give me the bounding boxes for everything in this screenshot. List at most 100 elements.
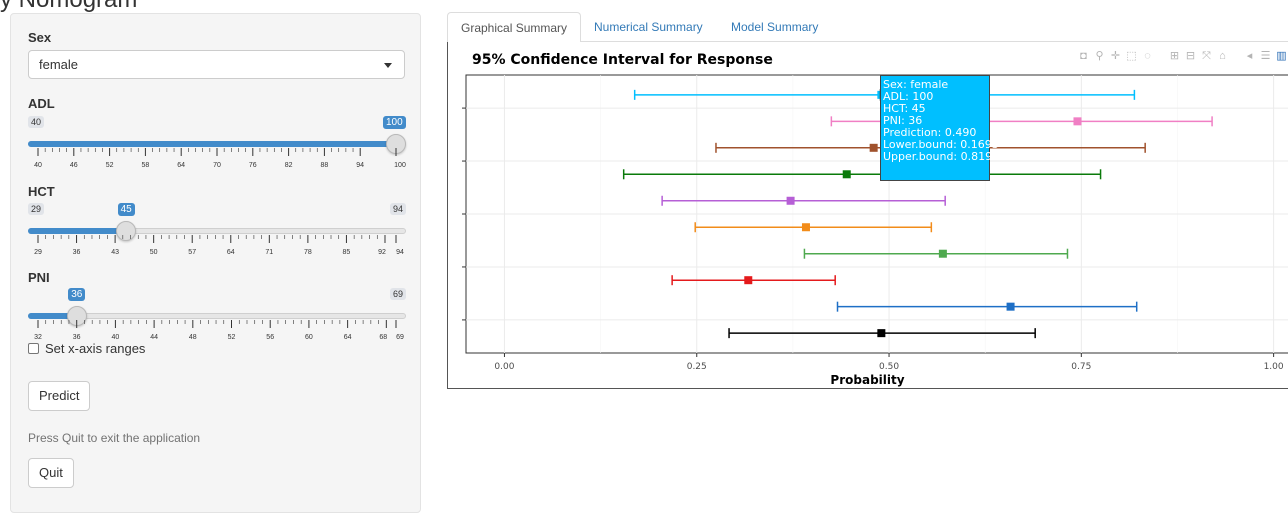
pni-slider-grid: 32 36 40 44 48 52 56 60 64 68 69 bbox=[28, 320, 406, 354]
adl-slider-fill bbox=[28, 141, 396, 147]
adl-tick-label: 70 bbox=[213, 162, 221, 169]
ci-point bbox=[869, 143, 878, 152]
tooltip-line: ADL: 100 bbox=[883, 90, 934, 103]
quit-button[interactable]: Quit bbox=[28, 458, 74, 488]
sidebar-panel: Sex female ADL 40 100 40 46 52 58 64 70 76 82 88 94… bbox=[10, 13, 421, 513]
hct-tick-label: 43 bbox=[111, 249, 119, 256]
pni-tick-label: 68 bbox=[379, 334, 388, 341]
adl-slider[interactable]: 40 100 40 46 52 58 64 70 76 82 88 94 100 bbox=[28, 116, 406, 182]
hct-tick-label: 29 bbox=[34, 249, 42, 256]
tab-graphical-summary[interactable]: Graphical Summary bbox=[447, 12, 582, 43]
pni-tick-label: 44 bbox=[150, 334, 158, 341]
adl-tick-label: 46 bbox=[69, 162, 78, 169]
plot-container: 95% Confidence Interval for Response ◘ ⚲ ✛… bbox=[447, 42, 1288, 389]
hct-slider-fill bbox=[28, 228, 127, 234]
hct-tick-label: 85 bbox=[342, 249, 351, 256]
adl-tick-label: 94 bbox=[356, 162, 365, 169]
set-x-axis-ranges-label: Set x-axis ranges bbox=[45, 341, 146, 356]
ci-point bbox=[1006, 302, 1015, 311]
tooltip-line: PNI: 36 bbox=[883, 114, 923, 127]
adl-tick-label: 40 bbox=[34, 162, 42, 169]
ci-point bbox=[877, 329, 886, 338]
tooltip-line: Sex: female bbox=[883, 78, 949, 91]
hct-tick-label: 78 bbox=[303, 249, 312, 256]
pni-tick-label: 56 bbox=[266, 334, 275, 341]
tooltip-line: Lower.bound: 0.1693 bbox=[883, 138, 999, 151]
set-x-axis-ranges-checkbox[interactable] bbox=[28, 343, 39, 354]
x-tick-label: 0.25 bbox=[687, 362, 707, 372]
hct-tick-label: 92 bbox=[378, 249, 386, 256]
predict-button[interactable]: Predict bbox=[28, 381, 91, 411]
sex-select-value: female bbox=[39, 57, 79, 72]
hct-slider-value: 45 bbox=[117, 203, 135, 216]
adl-slider-value: 100 bbox=[383, 116, 406, 129]
quit-help-text: Press Quit to exit the application bbox=[28, 431, 201, 445]
hct-tick-label: 50 bbox=[149, 249, 158, 256]
adl-label: ADL bbox=[28, 96, 55, 111]
tooltip-line: Upper.bound: 0.819 bbox=[883, 150, 993, 163]
adl-slider-min: 40 bbox=[28, 116, 45, 128]
ci-point bbox=[801, 223, 810, 232]
pni-slider[interactable]: 69 36 32 36 40 44 48 52 56 60 64 68 69 bbox=[28, 288, 406, 354]
hct-tick-label: 94 bbox=[396, 249, 404, 256]
compare-hover-icon[interactable]: ☰ bbox=[1260, 50, 1271, 62]
box-select-icon[interactable]: ⬚ bbox=[1126, 50, 1137, 62]
autoscale-icon[interactable]: ⤧ bbox=[1202, 50, 1211, 62]
hover-tooltip: Sex: female ADL: 100 HCT: 45 PNI: 36 Predict… bbox=[880, 75, 999, 181]
pni-tick-label: 69 bbox=[396, 334, 404, 341]
sex-label: Sex bbox=[28, 30, 52, 45]
ci-point bbox=[786, 196, 795, 205]
zoom-out-icon[interactable]: ⊟ bbox=[1185, 50, 1196, 62]
adl-tick-label: 64 bbox=[177, 162, 186, 169]
adl-slider-grid: 40 46 52 58 64 70 76 82 88 94 100 bbox=[28, 148, 406, 182]
ci-chart[interactable]: 0.00 0.25 0.50 0.75 1.00 Probability bbox=[448, 42, 1288, 389]
x-axis-title: Probability bbox=[830, 373, 904, 387]
lasso-icon[interactable]: ◌ bbox=[1144, 50, 1151, 62]
plotly-logo-icon[interactable]: ▥ bbox=[1276, 50, 1287, 62]
pni-tick-label: 60 bbox=[305, 334, 313, 341]
hct-label: HCT bbox=[28, 184, 55, 199]
adl-tick-label: 100 bbox=[394, 162, 406, 169]
hct-tick-label: 64 bbox=[226, 249, 235, 256]
hct-slider-min: 29 bbox=[28, 203, 45, 215]
camera-icon[interactable]: ◘ bbox=[1080, 50, 1087, 62]
hct-slider-grid: 29 36 43 50 57 64 71 78 85 92 94 bbox=[28, 235, 406, 269]
hct-tick-label: 57 bbox=[188, 249, 197, 256]
adl-tick-label: 76 bbox=[248, 162, 257, 169]
pni-slider-max: 69 bbox=[389, 288, 406, 300]
spike-lines-icon[interactable]: ◂ bbox=[1246, 50, 1253, 62]
hct-slider-handle[interactable] bbox=[116, 221, 137, 241]
pni-label: PNI bbox=[28, 270, 50, 285]
ci-point bbox=[842, 170, 851, 179]
tab-model-summary[interactable]: Model Summary bbox=[731, 20, 819, 34]
app-title: y Nomogram bbox=[0, 0, 137, 14]
zoom-in-icon[interactable]: ⊞ bbox=[1169, 50, 1180, 62]
adl-tick-label: 52 bbox=[105, 162, 114, 169]
x-tick-label: 0.75 bbox=[1071, 362, 1091, 372]
x-tick-label: 1.00 bbox=[1264, 362, 1284, 372]
set-x-axis-ranges-row[interactable]: Set x-axis ranges bbox=[28, 341, 145, 356]
home-icon[interactable]: ⌂ bbox=[1219, 50, 1226, 62]
hct-slider[interactable]: 29 94 45 29 36 43 50 57 64 71 78 85 92 94 bbox=[28, 203, 406, 269]
chevron-down-icon bbox=[384, 63, 392, 68]
plot-modebar: ◘ ⚲ ✛ ⬚ ◌ ⊞ ⊟ ⤧ ⌂ ◂ ☰ ▥ bbox=[1077, 50, 1288, 66]
hct-slider-max: 94 bbox=[389, 203, 406, 215]
adl-tick-label: 82 bbox=[284, 162, 293, 169]
tab-numerical-summary[interactable]: Numerical Summary bbox=[594, 20, 703, 34]
pni-tick-label: 32 bbox=[34, 334, 42, 341]
zoom-icon[interactable]: ⚲ bbox=[1095, 50, 1104, 62]
pni-tick-label: 48 bbox=[188, 334, 197, 341]
ci-point bbox=[1073, 117, 1082, 126]
ci-point bbox=[938, 249, 947, 258]
x-tick-label: 0.00 bbox=[494, 362, 514, 372]
plot-title: 95% Confidence Interval for Response bbox=[472, 52, 773, 68]
hct-tick-label: 36 bbox=[72, 249, 81, 256]
pni-tick-label: 36 bbox=[72, 334, 81, 341]
adl-tick-label: 58 bbox=[141, 162, 150, 169]
pan-icon[interactable]: ✛ bbox=[1110, 50, 1121, 62]
adl-tick-label: 88 bbox=[320, 162, 329, 169]
tooltip-line: Prediction: 0.490 bbox=[883, 126, 977, 139]
x-tick-label: 0.50 bbox=[879, 362, 899, 372]
sex-select[interactable]: female bbox=[28, 50, 405, 79]
pni-slider-fill bbox=[28, 313, 77, 319]
